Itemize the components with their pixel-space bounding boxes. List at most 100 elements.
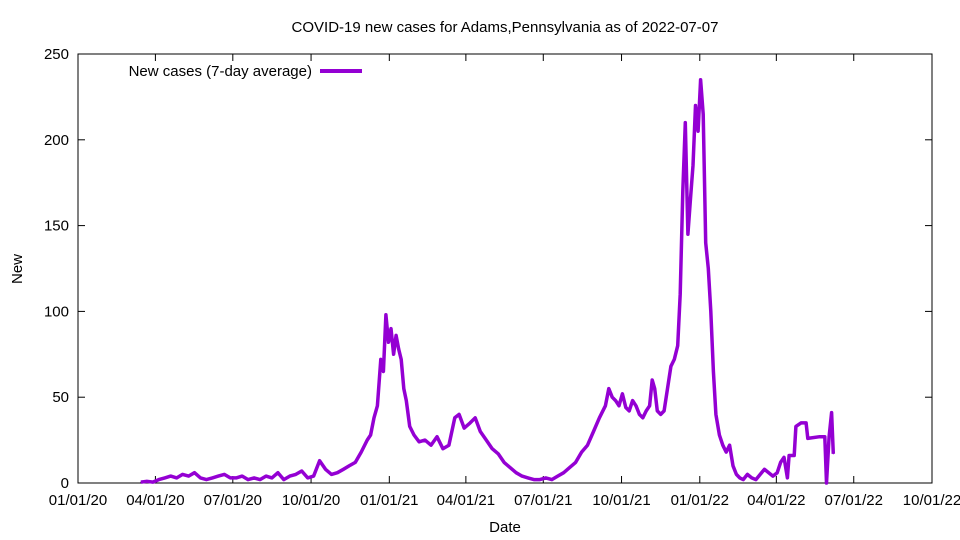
y-axis: 0 50 100 150 200 250 [44, 46, 932, 492]
data-point [152, 481, 154, 483]
data-point [436, 436, 438, 438]
x-tick-label: 04/01/21 [437, 492, 495, 509]
data-point [783, 456, 785, 458]
data-point [247, 479, 249, 481]
data-point [729, 444, 731, 446]
data-point [768, 472, 770, 474]
data-point [140, 481, 142, 483]
data-point [635, 405, 637, 407]
data-point [621, 393, 624, 395]
data-point [229, 477, 231, 479]
data-point [702, 113, 704, 115]
data-point [586, 444, 589, 446]
data-point [780, 461, 782, 463]
y-axis-label: New [9, 254, 26, 284]
data-point [638, 413, 641, 415]
data-point [146, 480, 148, 482]
data-point [824, 436, 826, 438]
data-point [265, 475, 267, 477]
data-point [684, 122, 686, 124]
data-point [348, 465, 350, 467]
data-point [193, 472, 196, 474]
data-point [205, 479, 207, 481]
data-point [491, 448, 493, 450]
data-point [687, 233, 689, 235]
data-point [551, 479, 553, 481]
data-point [772, 475, 774, 477]
data-point [642, 417, 644, 419]
data-point [253, 477, 255, 479]
data-point [283, 479, 285, 481]
data-point [679, 293, 681, 295]
data-point [373, 417, 375, 419]
data-point [474, 417, 476, 419]
x-tick-label: 07/01/21 [514, 492, 572, 509]
y-tick-label: 0 [61, 475, 69, 492]
data-point [158, 479, 160, 481]
data-point [670, 365, 672, 367]
x-tick-label: 01/01/22 [671, 492, 729, 509]
data-point [479, 430, 481, 433]
data-point [164, 477, 166, 479]
data-point [746, 473, 749, 475]
data-point [725, 451, 727, 453]
data-point [170, 475, 172, 477]
data-point [409, 425, 411, 427]
data-point [376, 405, 378, 407]
data-point [497, 453, 499, 455]
data-point [776, 472, 778, 474]
data-point [360, 451, 362, 453]
data-point [751, 477, 753, 479]
data-point [387, 341, 390, 343]
data-point [628, 410, 630, 412]
x-tick-label: 10/01/21 [592, 492, 650, 509]
x-tick-label: 01/01/21 [360, 492, 418, 509]
data-point [739, 477, 741, 479]
data-point [598, 417, 601, 419]
chart-title: COVID-19 new cases for Adams,Pennsylvani… [292, 19, 719, 36]
data-point [831, 412, 833, 414]
data-point [182, 473, 184, 475]
data-point [615, 400, 617, 402]
data-point [618, 405, 620, 407]
data-point [660, 413, 662, 415]
data-point [795, 425, 797, 427]
data-point [732, 465, 734, 467]
data-point [527, 477, 529, 479]
data-point [710, 310, 712, 312]
data-point [405, 400, 407, 402]
data-point [442, 448, 444, 450]
data-point [712, 370, 715, 373]
data-point [722, 444, 724, 446]
data-point [705, 242, 707, 244]
data-point [608, 388, 610, 390]
data-point [485, 439, 487, 441]
data-point [819, 436, 821, 438]
data-point [666, 388, 669, 390]
data-point [515, 472, 517, 474]
data-point [395, 334, 397, 336]
data-point [654, 388, 656, 390]
data-point [786, 477, 789, 479]
data-point [649, 405, 651, 407]
x-tick-label: 07/01/20 [204, 492, 262, 509]
data-point [330, 473, 333, 475]
data-point [463, 427, 465, 429]
series-group [140, 77, 836, 485]
data-point [370, 434, 372, 436]
data-point [418, 441, 420, 443]
data-point [763, 468, 766, 470]
data-point [755, 479, 757, 481]
data-point [382, 370, 384, 373]
data-point [385, 314, 387, 316]
legend: New cases (7-day average) [129, 63, 362, 80]
data-point [569, 467, 571, 469]
data-point [694, 104, 697, 107]
data-point [403, 388, 405, 390]
data-point [715, 413, 717, 415]
data-point [289, 475, 291, 477]
data-point [800, 422, 802, 424]
x-tick-label: 04/01/20 [126, 492, 184, 509]
data-point [336, 472, 338, 474]
